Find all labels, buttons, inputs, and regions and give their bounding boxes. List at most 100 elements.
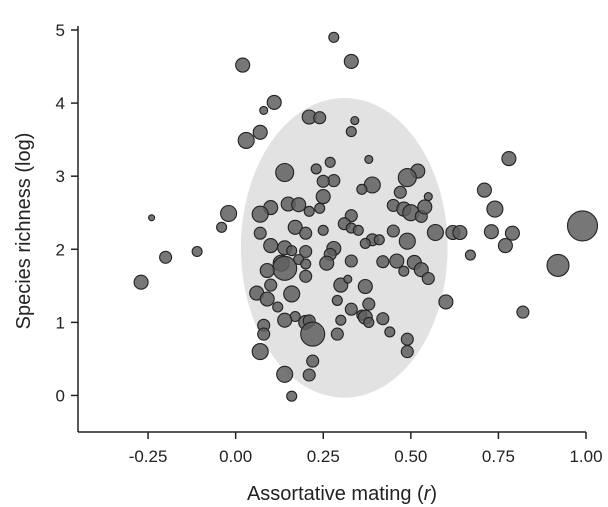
- data-point: [299, 226, 313, 240]
- data-point: [384, 326, 396, 338]
- data-point: [266, 94, 282, 110]
- data-point: [398, 232, 416, 250]
- data-point: [257, 327, 271, 341]
- data-point: [277, 312, 293, 328]
- data-point: [497, 238, 513, 254]
- axes: [77, 26, 586, 433]
- data-point: [263, 238, 279, 254]
- data-point: [386, 224, 400, 238]
- data-point: [363, 316, 375, 328]
- data-point: [376, 255, 390, 269]
- data-point: [283, 285, 301, 303]
- data-point: [359, 237, 371, 249]
- data-point: [317, 224, 329, 236]
- data-point: [251, 343, 269, 361]
- data-point: [272, 255, 298, 281]
- data-point: [501, 151, 517, 167]
- data-point: [343, 53, 359, 69]
- data-point: [291, 197, 307, 213]
- data-point: [483, 224, 499, 240]
- data-point: [345, 126, 357, 138]
- data-point: [216, 221, 228, 233]
- x-tick-label: 1.00: [569, 447, 602, 466]
- data-point: [335, 314, 347, 326]
- data-point: [306, 354, 320, 368]
- data-point: [356, 183, 368, 195]
- plot-area: [133, 31, 599, 402]
- data-point: [389, 253, 405, 269]
- data-point: [566, 210, 599, 242]
- data-point: [328, 31, 340, 43]
- data-point: [237, 131, 255, 149]
- data-point: [252, 124, 268, 140]
- data-point: [300, 258, 312, 270]
- data-point: [344, 254, 358, 268]
- data-point: [357, 278, 373, 295]
- data-point: [331, 294, 343, 306]
- data-point: [259, 262, 275, 279]
- data-point: [315, 189, 331, 205]
- data-point: [259, 105, 269, 115]
- y-tick-label: 0: [56, 386, 65, 405]
- data-point: [302, 368, 316, 382]
- data-point: [464, 249, 476, 261]
- data-point: [148, 214, 156, 222]
- data-point: [398, 265, 410, 277]
- data-point: [343, 274, 353, 284]
- data-point: [299, 269, 313, 283]
- y-tick-label: 3: [56, 167, 65, 186]
- x-tick-label: 0.50: [394, 447, 427, 466]
- data-point: [253, 226, 267, 240]
- data-point: [438, 294, 454, 310]
- data-point: [486, 200, 504, 218]
- data-point: [400, 345, 414, 359]
- data-point: [275, 162, 295, 183]
- y-axis-ticks: 0 1 2 3 4 5: [56, 21, 78, 405]
- data-point: [344, 302, 358, 316]
- data-point: [314, 202, 326, 214]
- y-tick-label: 5: [56, 21, 65, 40]
- x-tick-label: 0.25: [307, 447, 340, 466]
- data-point: [373, 234, 385, 246]
- data-point: [350, 116, 360, 126]
- data-point: [251, 205, 269, 223]
- data-point: [546, 253, 570, 277]
- data-point: [259, 291, 275, 307]
- data-point: [159, 250, 173, 264]
- data-point: [393, 185, 407, 199]
- data-point: [316, 174, 330, 188]
- data-point: [276, 365, 294, 383]
- data-point: [313, 111, 327, 125]
- data-point: [319, 255, 335, 271]
- x-tick-label: -0.25: [129, 447, 168, 466]
- data-point: [299, 244, 313, 259]
- data-point: [235, 57, 251, 73]
- data-point: [286, 245, 298, 257]
- y-axis-label: Species richness (log): [13, 133, 35, 330]
- data-point: [352, 224, 364, 236]
- x-tick-label: 0.00: [219, 447, 252, 466]
- data-point: [324, 156, 336, 168]
- y-tick-label: 1: [56, 313, 65, 332]
- data-point: [421, 271, 435, 286]
- data-point: [220, 204, 238, 223]
- data-point: [133, 274, 149, 290]
- data-point: [362, 297, 376, 311]
- data-point: [516, 305, 530, 319]
- y-tick-label: 2: [56, 240, 65, 259]
- x-axis-ticks: -0.25 0.00 0.25 0.50 0.75 1.00: [129, 432, 603, 466]
- data-point: [264, 278, 278, 292]
- data-point: [287, 219, 303, 235]
- data-point: [310, 163, 322, 175]
- data-point: [376, 312, 390, 326]
- data-point: [426, 223, 444, 242]
- data-point: [452, 224, 468, 241]
- data-point: [286, 390, 298, 402]
- data-point: [397, 168, 417, 188]
- data-point: [476, 182, 492, 198]
- data-point: [504, 225, 520, 241]
- data-point: [400, 332, 414, 346]
- data-point: [364, 154, 374, 164]
- x-axis-label: Assortative mating (r): [247, 483, 437, 505]
